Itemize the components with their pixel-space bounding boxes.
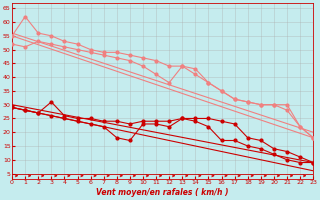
X-axis label: Vent moyen/en rafales ( km/h ): Vent moyen/en rafales ( km/h ) — [96, 188, 229, 197]
